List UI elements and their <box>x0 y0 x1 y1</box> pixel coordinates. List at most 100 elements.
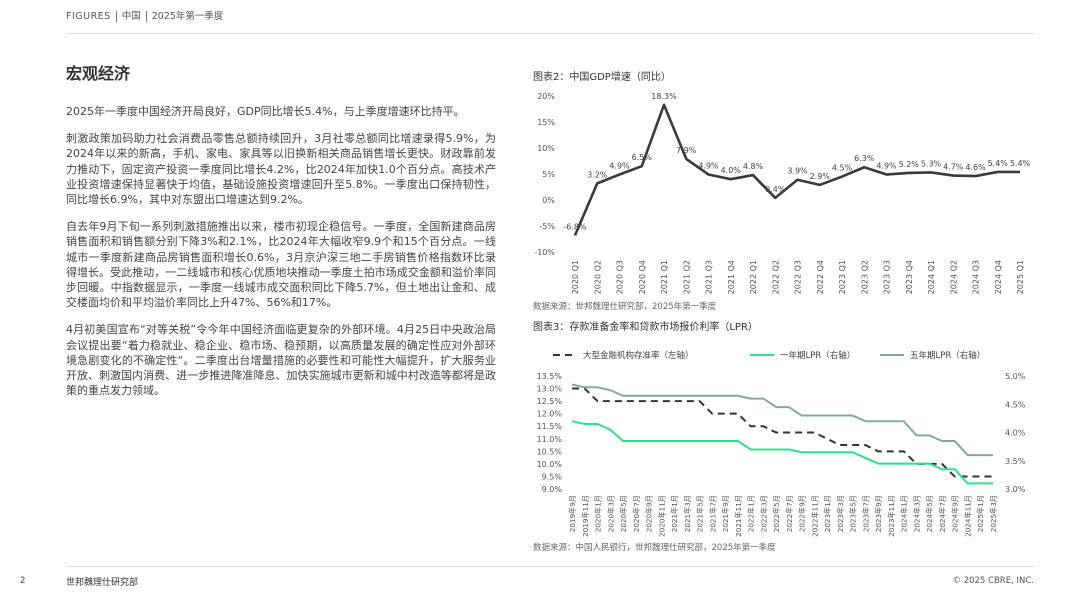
x-tick-label: 2021 Q3 <box>705 260 714 294</box>
footer-department: 世邦魏理仕研究部 <box>66 578 139 588</box>
x-tick-label: 2024 Q1 <box>927 260 936 294</box>
value-label: 5.2% <box>899 160 920 169</box>
x-tick-label: 2023 Q2 <box>860 260 869 294</box>
data-line <box>573 103 1020 236</box>
value-label: 4.9% <box>698 162 719 171</box>
x-tick-label: 2020 Q2 <box>593 260 602 294</box>
footer-copyright: © 2025 CBRE, INC. <box>952 576 1035 586</box>
x-tick-label: 2021年9月 <box>721 495 730 532</box>
x-tick-label: 2020年7月 <box>632 495 641 532</box>
y2-tick-label: 5.0% <box>1005 372 1026 381</box>
x-tick-label: 2019年11月 <box>581 495 590 537</box>
value-label: 5.4% <box>988 159 1009 168</box>
y-tick-label: 9.0% <box>542 485 563 494</box>
x-tick-label: 2021年5月 <box>696 495 705 532</box>
value-label: 6.3% <box>854 154 875 163</box>
x-tick-label: 2023年9月 <box>874 495 883 532</box>
y-tick-label: -5% <box>539 222 555 231</box>
header: FIGURES 中国 2025年第一季度 <box>66 11 228 22</box>
y-tick-label: 5% <box>542 170 555 179</box>
header-rule <box>66 33 1034 34</box>
x-tick-label: 2022年7月 <box>785 495 794 532</box>
x-tick-label: 2022年9月 <box>798 495 807 532</box>
y-tick-label: 20% <box>537 92 555 101</box>
value-label: 6.5% <box>632 153 653 162</box>
x-tick-label: 2024 Q3 <box>972 260 981 294</box>
y2-tick-label: 4.0% <box>1005 429 1026 438</box>
x-tick-label: 2022年1月 <box>747 495 756 532</box>
value-label: 4.0% <box>721 166 742 175</box>
value-label: -6.8% <box>563 222 587 231</box>
x-tick-label: 2023 Q1 <box>838 260 847 294</box>
x-tick-label: 2022年3月 <box>759 495 768 532</box>
chart-source: 数据来源：世邦魏理仕研究部，2025年第一季度 <box>533 301 717 312</box>
y-tick-label: 12.5% <box>537 397 563 406</box>
footer-rule <box>66 566 1034 567</box>
paragraph: 刺激政策加码助力社会消费品零售总额持续回升，3月社零总额同比增速录得5.9%，为… <box>66 132 496 207</box>
x-tick-label: 2023年11月 <box>887 495 896 537</box>
value-label: 2.9% <box>810 172 831 181</box>
y2-tick-label: 4.5% <box>1005 400 1026 409</box>
page-number: 2 <box>20 576 26 586</box>
x-tick-label: 2025 Q1 <box>1016 260 1025 294</box>
x-tick-label: 2020年3月 <box>606 495 615 532</box>
data-line <box>571 420 993 485</box>
x-tick-label: 2024年11月 <box>963 495 972 537</box>
x-tick-label: 2025年3月 <box>989 495 998 532</box>
x-tick-label: 2023年5月 <box>849 495 858 532</box>
y-tick-label: 13.0% <box>537 385 563 394</box>
legend-label: 大型金融机构存准率（左轴） <box>583 350 694 361</box>
y-tick-label: 11.0% <box>537 435 563 444</box>
legend-label: 五年期LPR（右轴） <box>910 350 985 361</box>
x-tick-label: 2024 Q4 <box>994 260 1003 294</box>
x-tick-label: 2021 Q2 <box>682 260 691 294</box>
x-tick-label: 2020 Q1 <box>571 260 580 294</box>
y-tick-label: 15% <box>537 118 555 127</box>
value-label: 4.7% <box>943 163 964 172</box>
y-tick-label: 12.0% <box>537 410 563 419</box>
x-tick-label: 2021 Q1 <box>660 260 669 294</box>
paragraph: 自去年9月下旬一系列刺激措施推出以来，楼市初现企稳信号。一季度，全国新建商品房销… <box>66 220 496 310</box>
x-tick-label: 2019年9月 <box>568 495 577 532</box>
data-line <box>571 383 993 457</box>
header-period: 2025年第一季度 <box>145 11 229 22</box>
value-label: 5.3% <box>921 159 942 168</box>
value-label: 4.9% <box>609 162 630 171</box>
x-tick-label: 2022 Q1 <box>749 260 758 294</box>
y-tick-label: 0% <box>542 196 555 205</box>
x-tick-label: 2023年1月 <box>823 495 832 532</box>
header-series: FIGURES <box>66 11 111 22</box>
x-tick-label: 2023 Q4 <box>905 260 914 294</box>
value-label: 4.8% <box>743 162 764 171</box>
x-tick-label: 2024 Q2 <box>949 260 958 294</box>
y-tick-label: 9.5% <box>542 472 563 481</box>
x-tick-label: 2020年5月 <box>619 495 628 532</box>
value-label: 18.3% <box>651 92 677 101</box>
x-tick-label: 2021年3月 <box>683 495 692 532</box>
x-tick-label: 2021年1月 <box>670 495 679 532</box>
value-label: 3.2% <box>587 170 608 179</box>
paragraph: 2025年一季度中国经济开局良好，GDP同比增长5.4%，与上季度增速环比持平。 <box>66 105 465 118</box>
value-label: 4.6% <box>965 163 986 172</box>
x-tick-label: 2024年5月 <box>925 495 934 532</box>
body-text: 2025年一季度中国经济开局良好，GDP同比增长5.4%，与上季度增速环比持平。… <box>66 104 496 410</box>
x-tick-label: 2020年11月 <box>657 495 666 537</box>
x-tick-label: 2022年5月 <box>772 495 781 532</box>
y2-tick-label: 3.5% <box>1005 457 1026 466</box>
value-label: 7.9% <box>676 146 697 155</box>
x-tick-label: 2020年9月 <box>645 495 654 532</box>
chart-source: 数据来源：中国人民银行，世邦魏理仕研究部，2025年第一季度 <box>533 542 776 553</box>
x-tick-label: 2024年9月 <box>951 495 960 532</box>
x-tick-label: 2022 Q4 <box>816 260 825 294</box>
x-tick-label: 2023年7月 <box>861 495 870 532</box>
chart-title: 图表3：存款准备金率和贷款市场报价利率（LPR） <box>533 320 758 333</box>
y-tick-label: 13.5% <box>537 372 563 381</box>
x-tick-label: 2022 Q3 <box>794 260 803 294</box>
x-tick-label: 2025年1月 <box>976 495 985 532</box>
y-tick-label: 10.0% <box>537 460 563 469</box>
y-tick-label: 10% <box>537 144 555 153</box>
value-label: 0.4% <box>765 185 786 194</box>
value-label: 4.5% <box>832 164 853 173</box>
